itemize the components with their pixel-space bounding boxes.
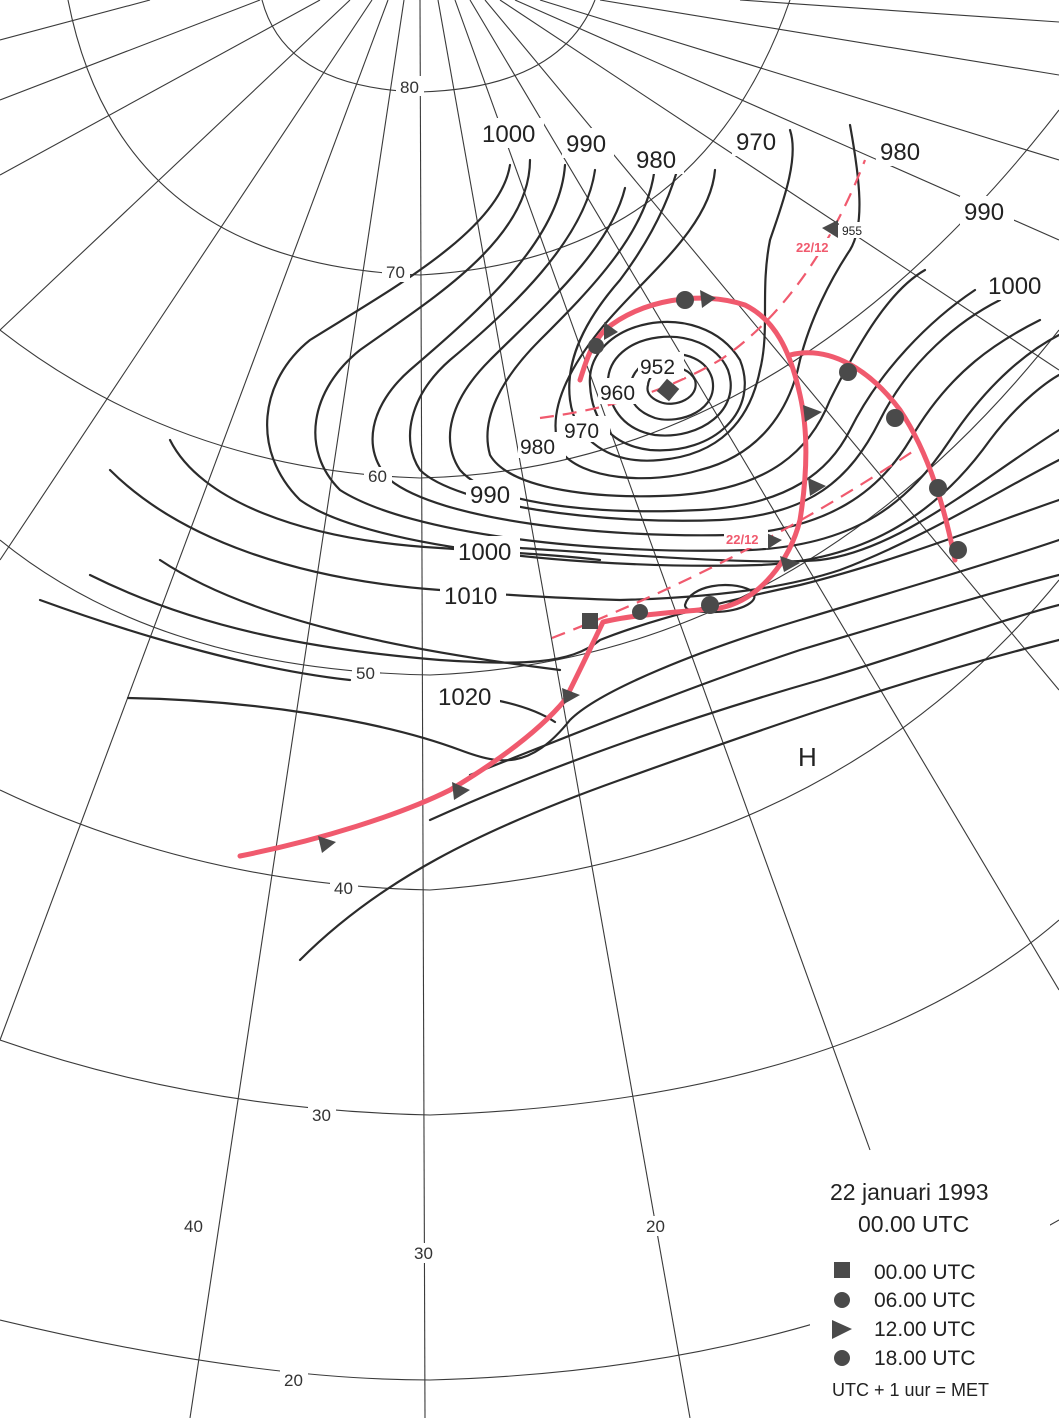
- triangle-symbol: [780, 556, 800, 572]
- fronts: [240, 298, 955, 856]
- isobar-label-960: 960: [600, 382, 635, 405]
- lat-label-60: 60: [368, 467, 387, 486]
- legend-item-0600: 06.00 UTC: [874, 1289, 976, 1312]
- isobar-label-990-top: 990: [566, 131, 606, 158]
- legend-square-symbol: [834, 1262, 850, 1278]
- legend-date: 22 januari 1993: [830, 1179, 989, 1205]
- circle-symbol: [632, 604, 648, 620]
- square-symbol: [582, 613, 598, 629]
- isobar-label-center: 952: [640, 356, 675, 379]
- circle-symbol: [588, 338, 604, 354]
- isobar-label-980-top: 980: [636, 147, 676, 174]
- circle-symbol: [949, 541, 967, 559]
- front-symbols: [318, 220, 967, 853]
- legend-circle-symbol-2: [834, 1350, 850, 1366]
- legend-time: 00.00 UTC: [858, 1211, 969, 1237]
- lat-circle-70: [68, 0, 790, 275]
- track-date-lower: 22/12: [726, 532, 759, 547]
- isobar-label-980-inner: 980: [520, 436, 555, 459]
- isobar-label-990-low: 990: [470, 482, 510, 509]
- track-pressure-955: 955: [842, 224, 862, 238]
- lat-label-30: 30: [312, 1106, 331, 1125]
- legend-circle-symbol: [834, 1292, 850, 1308]
- isobar-label-1000-right: 1000: [988, 273, 1041, 300]
- track-date-upper: 22/12: [796, 240, 829, 255]
- lat-label-80: 80: [400, 78, 419, 97]
- isobar-label-1000-top: 1000: [482, 121, 535, 148]
- isobar-label-1000-low: 1000: [458, 539, 511, 566]
- isobar-label-970-inner: 970: [564, 420, 599, 443]
- high-pressure-label: H: [798, 742, 817, 772]
- isobar-label-980-right: 980: [880, 139, 920, 166]
- circle-symbol: [929, 479, 947, 497]
- lat-label-20: 20: [284, 1371, 303, 1390]
- triangle-symbol: [803, 405, 822, 422]
- lat-circle-50: [0, 330, 1059, 675]
- lon-label-20: 20: [646, 1217, 665, 1236]
- lon-label-30: 30: [414, 1244, 433, 1263]
- isobar-label-1010: 1010: [444, 583, 497, 610]
- circle-symbol: [839, 363, 857, 381]
- circle-symbol: [886, 409, 904, 427]
- isobar-1018: [160, 560, 560, 670]
- circle-symbol: [676, 291, 694, 309]
- isobar-label-1020: 1020: [438, 684, 491, 711]
- lon-label-40: 40: [184, 1217, 203, 1236]
- triangle-symbol: [700, 290, 716, 308]
- isobar-label-990-right: 990: [964, 199, 1004, 226]
- legend-note: UTC + 1 uur = MET: [832, 1380, 989, 1400]
- legend: 22 januari 1993 00.00 UTC 00.00 UTC 06.0…: [810, 1170, 1050, 1410]
- lat-label-70: 70: [386, 263, 405, 282]
- legend-item-1200: 12.00 UTC: [874, 1318, 976, 1341]
- legend-item-0000: 00.00 UTC: [874, 1261, 976, 1284]
- isobar-label-970-top: 970: [736, 129, 776, 156]
- triangle-symbol: [318, 836, 336, 853]
- legend-item-1800: 18.00 UTC: [874, 1347, 976, 1370]
- lat-label-40: 40: [334, 879, 353, 898]
- isobar-1026: [300, 640, 1059, 960]
- isobars: [40, 125, 1059, 960]
- front-main: [240, 298, 806, 856]
- lat-label-50: 50: [356, 664, 375, 683]
- lat-circle-30: [0, 920, 1059, 1115]
- circle-symbol: [701, 596, 719, 614]
